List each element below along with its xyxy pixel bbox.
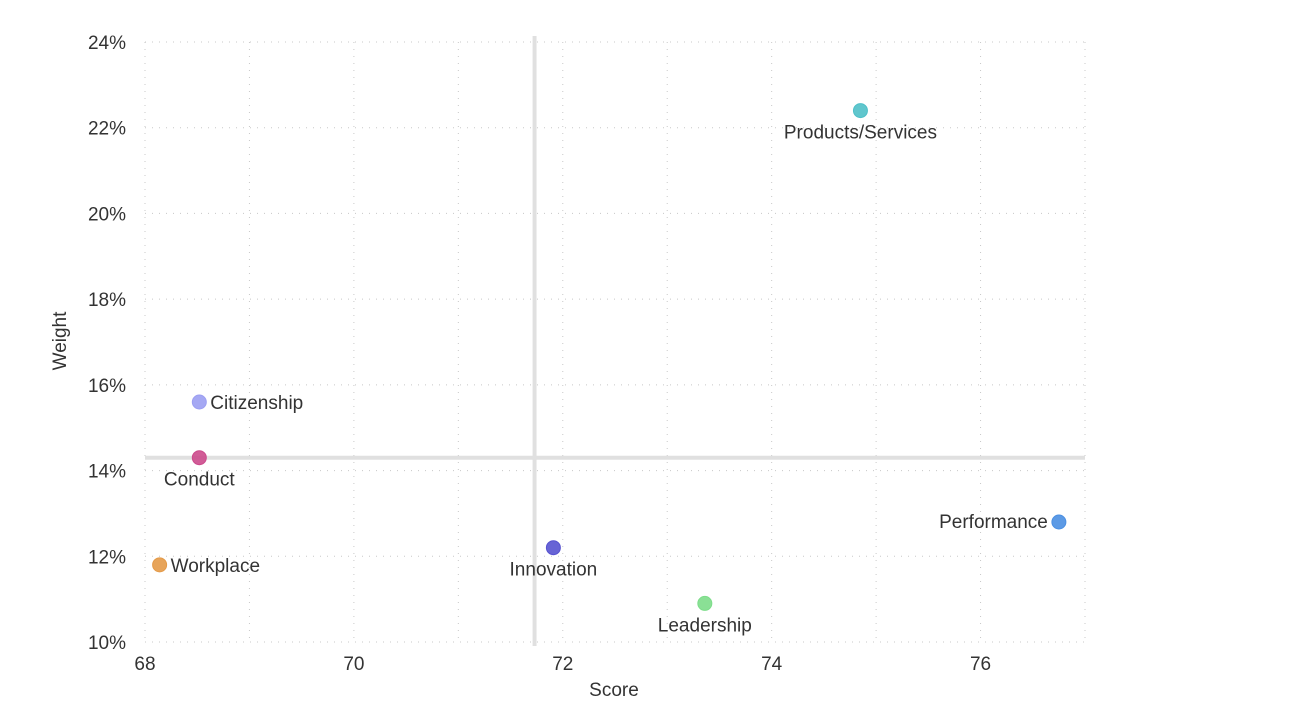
point-label-workplace: Workplace xyxy=(171,556,260,577)
x-tick-label: 76 xyxy=(970,654,991,675)
y-tick-label: 16% xyxy=(88,376,126,397)
point-label-innovation: Innovation xyxy=(510,560,598,581)
point-conduct[interactable] xyxy=(191,450,207,466)
x-axis-ticks: 68 70 72 74 76 xyxy=(134,654,991,675)
point-label-citizenship: Citizenship xyxy=(210,393,303,414)
point-label-conduct: Conduct xyxy=(164,470,235,491)
y-axis-ticks: 10% 12% 14% 16% 18% 20% 22% 24% xyxy=(88,33,126,654)
y-axis-label: Weight xyxy=(50,311,71,371)
point-workplace[interactable] xyxy=(152,557,168,573)
y-tick-label: 22% xyxy=(88,119,126,140)
y-tick-label: 10% xyxy=(88,633,126,654)
point-products-services[interactable] xyxy=(852,103,868,119)
point-performance[interactable] xyxy=(1051,514,1067,530)
point-leadership[interactable] xyxy=(697,595,713,611)
x-axis-label: Score xyxy=(589,680,639,701)
grid-lines xyxy=(144,41,1086,643)
y-tick-label: 20% xyxy=(88,204,126,225)
x-tick-label: 68 xyxy=(134,654,155,675)
point-label-leadership: Leadership xyxy=(658,615,752,636)
point-citizenship[interactable] xyxy=(191,394,207,410)
point-label-performance: Performance xyxy=(939,512,1048,533)
y-tick-label: 14% xyxy=(88,462,126,483)
y-tick-label: 18% xyxy=(88,290,126,311)
y-tick-label: 12% xyxy=(88,547,126,568)
point-innovation[interactable] xyxy=(545,540,561,556)
data-points: Products/Services Citizenship Conduct Workp… xyxy=(152,103,1067,636)
x-tick-label: 70 xyxy=(343,654,364,675)
x-tick-label: 74 xyxy=(761,654,783,675)
y-tick-label: 24% xyxy=(88,33,126,54)
x-tick-label: 72 xyxy=(552,654,573,675)
reference-lines xyxy=(145,36,1085,646)
point-label-products-services: Products/Services xyxy=(784,123,937,144)
